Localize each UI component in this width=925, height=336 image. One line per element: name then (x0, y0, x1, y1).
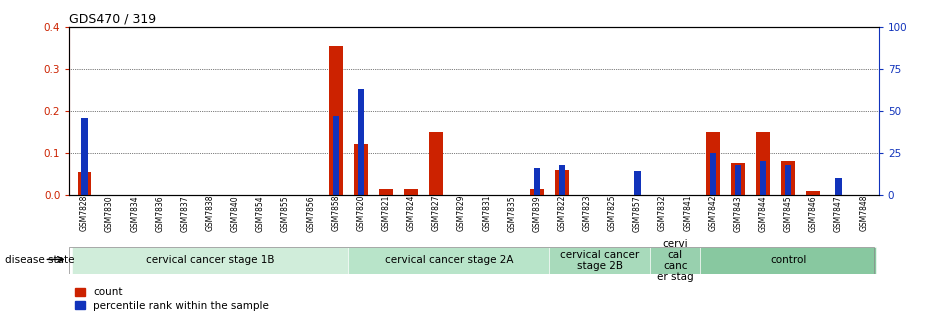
Bar (329, 46, 343, 195)
Bar (731, 163, 745, 195)
Bar (559, 165, 565, 195)
Bar (358, 89, 364, 195)
Text: GSM7840: GSM7840 (230, 195, 240, 232)
Legend: count, percentile rank within the sample: count, percentile rank within the sample (75, 288, 269, 310)
Text: disease state: disease state (5, 255, 74, 265)
Text: GSM7837: GSM7837 (180, 195, 190, 232)
Text: GSM7831: GSM7831 (482, 195, 491, 232)
Text: GSM7820: GSM7820 (356, 195, 365, 232)
Bar (81, 118, 88, 195)
Text: GSM7848: GSM7848 (859, 195, 869, 232)
Bar (379, 188, 393, 195)
Text: cervical cancer
stage 2B: cervical cancer stage 2B (561, 250, 639, 271)
Text: GSM7856: GSM7856 (306, 195, 315, 232)
Bar (635, 171, 640, 195)
Text: control: control (771, 255, 807, 265)
Text: GSM7825: GSM7825 (608, 195, 617, 232)
Text: GSM7857: GSM7857 (633, 195, 642, 232)
Text: GSM7821: GSM7821 (382, 195, 390, 231)
Bar (429, 132, 443, 195)
Bar (835, 178, 842, 195)
Bar (72, 247, 349, 274)
Bar (709, 153, 716, 195)
Text: GSM7823: GSM7823 (583, 195, 592, 232)
Text: cervical cancer stage 2A: cervical cancer stage 2A (385, 255, 513, 265)
Bar (354, 144, 368, 195)
Text: cervi
cal
canc
er stag: cervi cal canc er stag (657, 239, 694, 282)
Text: GSM7841: GSM7841 (684, 195, 692, 232)
Bar (785, 165, 792, 195)
Bar (555, 170, 569, 195)
Bar (706, 132, 720, 195)
Text: GSM7839: GSM7839 (533, 195, 541, 232)
Text: GSM7832: GSM7832 (658, 195, 667, 232)
Bar (782, 161, 796, 195)
Text: GSM7847: GSM7847 (834, 195, 843, 232)
Text: GSM7829: GSM7829 (457, 195, 466, 232)
Text: GSM7858: GSM7858 (331, 195, 340, 232)
Bar (549, 247, 650, 274)
Bar (700, 247, 876, 274)
Bar (757, 132, 770, 195)
Bar (760, 161, 766, 195)
Text: GSM7838: GSM7838 (205, 195, 215, 232)
Text: GSM7828: GSM7828 (80, 195, 89, 231)
Text: GSM7827: GSM7827 (432, 195, 441, 232)
Bar (404, 188, 418, 195)
Bar (534, 168, 540, 195)
Text: GSM7842: GSM7842 (709, 195, 718, 232)
Text: GSM7830: GSM7830 (105, 195, 114, 232)
Bar (349, 247, 549, 274)
Bar (530, 188, 544, 195)
Bar (78, 172, 92, 195)
Bar (650, 247, 700, 274)
Text: GSM7843: GSM7843 (734, 195, 743, 232)
Text: GSM7822: GSM7822 (558, 195, 566, 231)
Text: GSM7845: GSM7845 (783, 195, 793, 232)
Text: GSM7854: GSM7854 (256, 195, 265, 232)
Text: GSM7836: GSM7836 (155, 195, 165, 232)
Text: cervical cancer stage 1B: cervical cancer stage 1B (146, 255, 275, 265)
Bar (734, 165, 741, 195)
Text: GSM7824: GSM7824 (407, 195, 415, 232)
Text: GSM7834: GSM7834 (130, 195, 140, 232)
Text: GDS470 / 319: GDS470 / 319 (69, 13, 156, 26)
Text: GSM7846: GSM7846 (808, 195, 818, 232)
Bar (333, 116, 339, 195)
Bar (807, 191, 820, 195)
Text: GSM7855: GSM7855 (281, 195, 290, 232)
Text: GSM7835: GSM7835 (507, 195, 516, 232)
Text: GSM7844: GSM7844 (758, 195, 768, 232)
